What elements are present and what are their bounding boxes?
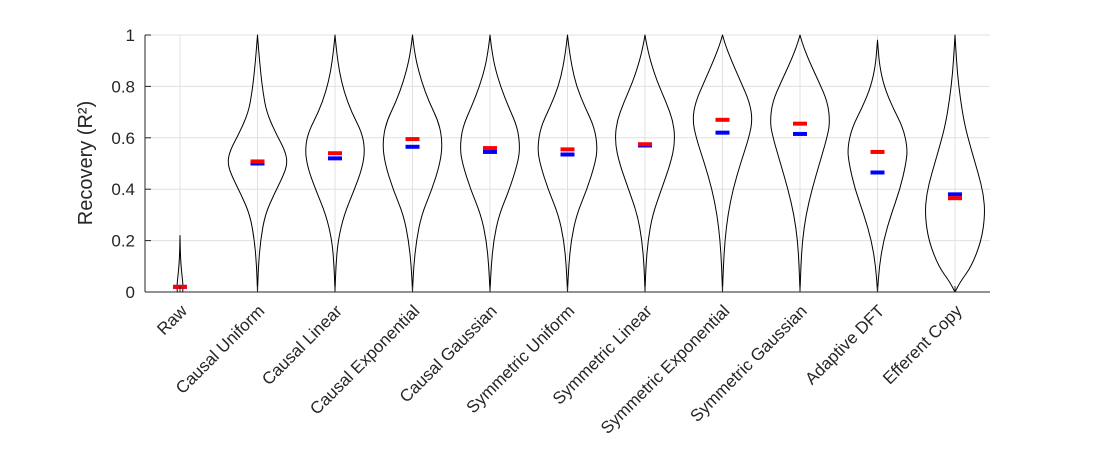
axis-layer bbox=[144, 34, 990, 293]
violin-11 bbox=[925, 34, 985, 293]
x-tick-label: Causal Linear bbox=[258, 301, 346, 389]
y-tick-label: 0.4 bbox=[111, 180, 135, 199]
y-tick-label: 0.6 bbox=[111, 129, 135, 148]
y-tick-label: 0.2 bbox=[111, 232, 135, 251]
violin-8 bbox=[692, 34, 753, 293]
x-tick-label: Symmetric Exponential bbox=[597, 301, 733, 437]
y-tick-label: 0.8 bbox=[111, 77, 135, 96]
marker-layer bbox=[173, 117, 962, 289]
violin-2 bbox=[227, 34, 288, 293]
grid-layer bbox=[145, 34, 990, 293]
violin-layer bbox=[176, 34, 985, 293]
y-axis-label: Recovery (R²) bbox=[75, 101, 97, 225]
x-tick-label: Efferent Copy bbox=[879, 301, 966, 388]
y-tick-label: 0 bbox=[126, 283, 135, 302]
violin-4 bbox=[382, 34, 443, 293]
violin-10 bbox=[847, 39, 908, 293]
x-tick-label: Adaptive DFT bbox=[801, 301, 888, 388]
violin-9 bbox=[770, 34, 830, 293]
violin-5 bbox=[460, 34, 520, 293]
y-tick-label: 1 bbox=[126, 26, 135, 45]
violin-6 bbox=[537, 34, 598, 293]
violin-7 bbox=[615, 34, 675, 293]
violin-3 bbox=[305, 34, 365, 293]
x-tick-label: Raw bbox=[153, 301, 191, 339]
violin-1 bbox=[176, 234, 184, 293]
